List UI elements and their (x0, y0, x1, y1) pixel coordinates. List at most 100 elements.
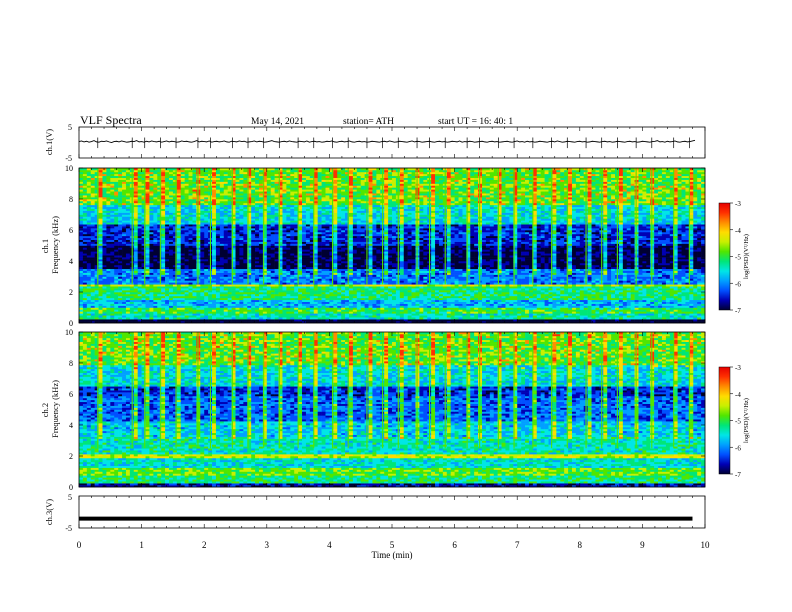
ch1-spectrogram-cell (607, 300, 611, 302)
ch1-spectrogram-cell (423, 265, 427, 267)
ch1-spectrogram-cell (372, 278, 376, 280)
ch1-spectrogram-cell (110, 288, 114, 290)
ch1-spectrogram-cell (177, 309, 181, 311)
ch1-spectrogram-cell (345, 313, 349, 315)
ch1-spectrogram-cell (149, 311, 153, 313)
ch1-spectrogram-cell (200, 319, 204, 321)
ch1-spectrogram-cell (486, 300, 490, 302)
ch1-spectrogram-cell (388, 308, 392, 310)
ch1-spectrogram-cell (290, 288, 294, 290)
ch1-spectrogram-cell (388, 302, 392, 304)
ch1-spectrogram-cell (619, 311, 623, 313)
ch1-spectrogram-cell (635, 304, 639, 306)
ch1-spectrogram-cell (541, 284, 545, 286)
ch1-spectrogram-cell (400, 273, 404, 275)
ch1-spectrogram-cell (623, 306, 627, 308)
ch1-spectrogram-cell (267, 298, 271, 300)
ch1-spectrogram-cell (353, 292, 357, 294)
ch1-spectrogram-cell (455, 311, 459, 313)
ch1-spectrogram-cell (568, 278, 572, 280)
ch1-spectrogram-cell (502, 280, 506, 282)
ch1-spectrogram-cell (236, 280, 240, 282)
ch1-spectrogram-cell (134, 284, 138, 286)
ch1-spectrogram-cell (357, 298, 361, 300)
ch1-spectrogram-cell (619, 300, 623, 302)
ch1-spectrogram-cell (552, 302, 556, 304)
ch1-spectrogram-cell (372, 280, 376, 282)
ch1-spectrogram-cell (654, 315, 658, 317)
ch1-spectrogram-cell (646, 300, 650, 302)
ch1-spectrogram-cell (153, 275, 157, 277)
ch1-spectrogram-cell (314, 298, 318, 300)
ch1-spectrogram-cell (114, 288, 118, 290)
ch1-spectrogram-cell (200, 306, 204, 308)
ch1-spectrogram-cell (146, 271, 150, 273)
ch1-spectrogram-cell (646, 284, 650, 286)
ch1-spectrogram-cell (646, 308, 650, 310)
ch1-spectrogram-cell (271, 302, 275, 304)
ch1-spectrogram-cell (670, 290, 674, 292)
ch1-spectrogram-cell (642, 319, 646, 321)
ch1-spectrogram-cell (642, 304, 646, 306)
ch1-spectrogram-cell (200, 280, 204, 282)
ch1-spectrogram-cell (439, 313, 443, 315)
ch1-spectrogram-cell (623, 292, 627, 294)
ch1-spectrogram-cell (247, 304, 251, 306)
ch1-spectrogram-cell (396, 286, 400, 288)
ch1-spectrogram-cell (545, 309, 549, 311)
ch1-spectrogram-cell (498, 315, 502, 317)
ch1-spectrogram-cell (419, 317, 423, 319)
ch1-spectrogram-cell (388, 317, 392, 319)
ch1-spectrogram-cell (314, 290, 318, 292)
ch1-spectrogram-cell (560, 296, 564, 298)
ch1-spectrogram-cell (670, 317, 674, 319)
ch1-spectrogram-cell (396, 296, 400, 298)
ch1-spectrogram-cell (322, 288, 326, 290)
ch1-spectrogram-cell (376, 296, 380, 298)
ch1-spectrogram-cell (459, 296, 463, 298)
ch1-spectrogram-cell (689, 273, 693, 275)
ch1-spectrogram-cell (322, 298, 326, 300)
ch1-spectrogram-cell (271, 304, 275, 306)
ch1-spectrogram-cell (451, 294, 455, 296)
ch1-spectrogram-cell (588, 271, 592, 273)
ch1-spectrogram-cell (255, 278, 259, 280)
ch1-spectrogram-cell (525, 311, 529, 313)
ch1-spectrogram-cell (126, 292, 130, 294)
ch1-spectrogram-cell (654, 317, 658, 319)
ch1-spectrogram-cell (263, 302, 267, 304)
ch1-spectrogram-cell (294, 288, 298, 290)
ch1-spectrogram-cell (181, 271, 185, 273)
ch1-spectrogram-cell (118, 306, 122, 308)
ch1-spectrogram-cell (627, 282, 631, 284)
ch1-spectrogram-cell (236, 317, 240, 319)
ch1-spectrogram-cell (537, 290, 541, 292)
ch1-spectrogram-cell (255, 275, 259, 277)
ch1-spectrogram-cell (560, 271, 564, 273)
ch1-spectrogram-cell (310, 294, 314, 296)
ch1-spectrogram-cell (588, 319, 592, 321)
ch1-spectrogram-cell (149, 284, 153, 286)
ch1-spectrogram-cell (576, 298, 580, 300)
ch1-spectrogram-cell (388, 267, 392, 269)
ch1-spectrogram-cell (443, 319, 447, 321)
ch1-spectrogram-cell (267, 294, 271, 296)
ch1-spectrogram-cell (615, 290, 619, 292)
ch1-spectrogram-cell (404, 302, 408, 304)
ch1-spectrogram-cell (560, 282, 564, 284)
ch1-spectrogram-cell (576, 315, 580, 317)
ch1-spectrogram-cell (349, 269, 353, 271)
ch1-spectrogram-cell (560, 280, 564, 282)
ch1-spectrogram-cell (282, 288, 286, 290)
ch1-spectrogram-cell (181, 263, 185, 265)
ch1-spectrogram-cell (286, 278, 290, 280)
ch1-spectrogram-cell (537, 271, 541, 273)
ch1-spectrogram-cell (619, 267, 623, 269)
ch1-spectrogram-cell (455, 294, 459, 296)
ch1-spectrogram-cell (470, 284, 474, 286)
ch1-spectrogram-cell (517, 288, 521, 290)
ch1-spectrogram-cell (298, 269, 302, 271)
ch1-spectrogram-cell (189, 298, 193, 300)
ch1-spectrogram-cell (153, 271, 157, 273)
ch1-spectrogram-cell (509, 317, 513, 319)
